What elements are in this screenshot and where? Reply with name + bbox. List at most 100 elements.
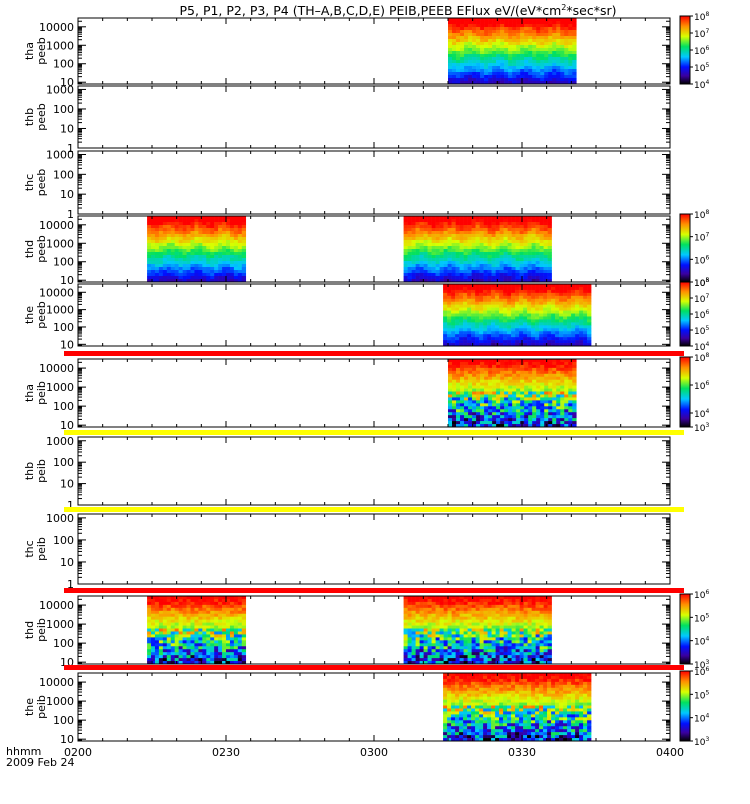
y-tick-label: 100 [53,103,74,116]
y-tick-label: 100 [53,256,74,269]
colorbar-label: 105 [694,62,709,74]
status-bar-thc-peib [64,507,684,512]
colorbar-gradient [680,671,690,741]
colorbar-gradient [680,16,690,84]
colorbar-tha-peib: 108 106 104 103 [680,352,709,434]
colorbar-label: 106 [694,45,709,57]
colorbar-label: 108 [694,277,709,289]
colorbar-gradient [680,282,690,346]
y-tick-label: 100 [53,534,74,547]
panel-frame [78,86,670,148]
y-tick-label: 1000 [46,618,74,631]
y-tick-label: 10000 [39,219,74,232]
y-tick-label: 100 [53,637,74,650]
y-tick-label: 100 [53,714,74,727]
colorbar-label: 104 [694,408,709,420]
y-axis-label-product: peib [35,695,48,719]
colorbar-label: 105 [694,325,709,337]
y-tick-label: 1000 [46,435,74,448]
colorbar-gradient [680,357,690,427]
y-tick-label: 10 [60,122,74,135]
y-tick-label: 100 [53,168,74,181]
y-axis-label-product: peib [35,459,48,483]
y-axis-label-product: peeb [35,301,48,329]
colorbar-gradient [680,594,690,664]
time-tick-label: 0400 [656,746,684,759]
y-axis-label-product: peeb [35,103,48,131]
y-tick-label: 10000 [39,286,74,299]
panel-frame [78,437,670,505]
colorbar-label: 103 [694,422,709,434]
spectrogram-segment-thd-peib-1 [404,596,552,664]
title-tail: *sec*sr) [566,3,616,18]
colorbar-label: 106 [694,380,709,392]
y-axis-label-product: peib [35,537,48,561]
y-tick-label: 1000 [46,304,74,317]
y-tick-label: 10000 [39,21,74,34]
colorbar-gradient [680,214,690,282]
y-tick-label: 10 [60,733,74,746]
y-tick-label: 10 [60,478,74,491]
y-tick-label: 10 [60,338,74,351]
time-tick-label: 0230 [212,746,240,759]
y-axis-label-product: peeb [35,37,48,65]
figure-title: P5, P1, P2, P3, P4 (TH–A,B,C,D,E) PEIB,P… [180,3,617,18]
colorbar-label: 108 [694,352,709,364]
title-main: P5, P1, P2, P3, P4 (TH–A,B,C,D,E) PEIB,P… [180,3,562,18]
colorbar-label: 106 [694,589,709,601]
panel-frame [78,151,670,214]
colorbar-label: 106 [694,254,709,266]
y-tick-label: 1000 [46,39,74,52]
status-bar-the-peib [64,665,684,670]
y-tick-label: 1000 [46,237,74,250]
y-tick-label: 10 [60,556,74,569]
spectrogram-segment-thd-peib-0 [147,596,246,664]
spectrogram-segment-tha-peeb-0 [448,18,577,84]
colorbar-label: 106 [694,666,709,678]
panel-frame [78,359,670,427]
status-bar-thb-peib [64,430,684,435]
y-axis-label-product: peeb [35,235,48,263]
y-tick-label: 1000 [46,512,74,525]
status-bar-tha-peib [64,351,684,356]
colorbar-the-peib: 106 105 104 103 [680,666,709,748]
colorbar-label: 103 [694,736,709,748]
y-tick-label: 10 [60,188,74,201]
colorbar-label: 104 [694,79,709,91]
spectrogram-segment-the-peeb-0 [443,284,591,346]
y-axis-label-product: peib [35,618,48,642]
spectrogram-segment-thd-peeb-0 [147,216,246,282]
panel-frame [78,514,670,584]
y-tick-label: 100 [53,58,74,71]
y-tick-label: 10000 [39,362,74,375]
y-tick-label: 10 [60,274,74,287]
y-tick-label: 10000 [39,599,74,612]
colorbar-label: 104 [694,713,709,725]
colorbar-label: 107 [694,232,709,244]
time-tick-label: 0200 [64,746,92,759]
y-tick-label: 100 [53,321,74,334]
spectrogram-segment-the-peib-0 [443,673,591,741]
colorbar-label: 105 [694,612,709,624]
colorbar-label: 105 [694,689,709,701]
colorbar-label: 106 [694,309,709,321]
y-tick-label: 1000 [46,83,74,96]
colorbar-label: 107 [694,28,709,40]
y-tick-label: 10000 [39,676,74,689]
y-tick-label: 1000 [46,695,74,708]
status-bar-thd-peib [64,588,684,593]
time-tick-label: 0330 [508,746,536,759]
